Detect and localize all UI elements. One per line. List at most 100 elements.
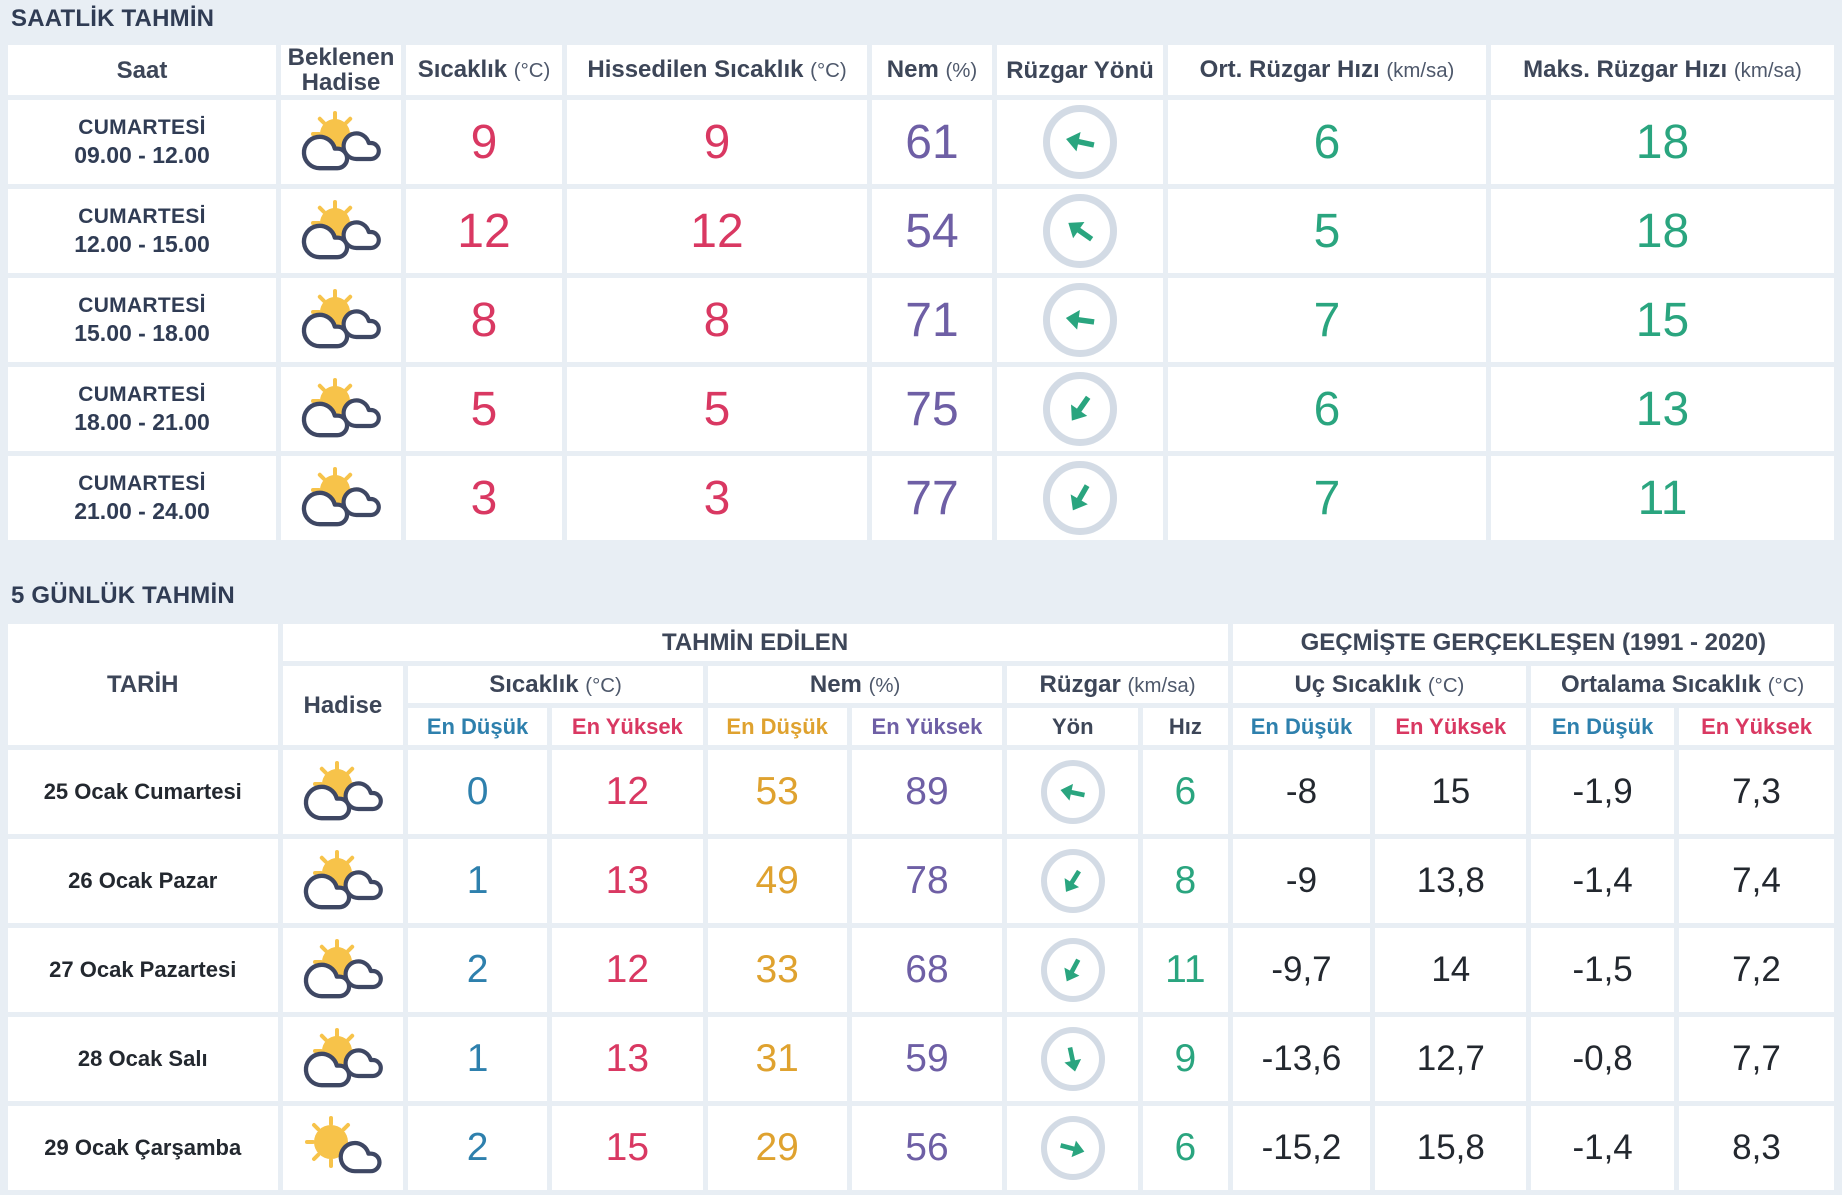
col-header-ruzgar-yonu: Rüzgar Yönü: [997, 45, 1163, 96]
daily-row: 28 Ocak Salı 1 13 31 59 9 -13,6 12,7 -0,…: [8, 1017, 1834, 1102]
humidity-max-cell: 68: [851, 928, 1003, 1013]
feels-like-cell: 3: [567, 456, 867, 541]
daily-row: 26 Ocak Pazar 1 13 49 78 8 -9 13,8 -1,4 …: [8, 839, 1834, 924]
temp-min-cell: 1: [408, 1017, 547, 1102]
hourly-row: CUMARTESİ 18.00 - 21.00 5 5 75 6 13: [8, 367, 1834, 452]
wind-direction-icon: [1040, 760, 1105, 825]
avg-wind-speed-cell: 6: [1168, 100, 1486, 185]
temperature-cell: 8: [406, 278, 562, 363]
temp-max-cell: 15: [551, 1106, 703, 1191]
condition-cell: [282, 928, 404, 1013]
feels-like-cell: 12: [567, 189, 867, 274]
day-label: CUMARTESİ: [78, 293, 206, 317]
wind-direction-cell: [997, 189, 1163, 274]
expected-condition-cell: [281, 367, 401, 452]
wind-direction-icon: [1040, 1027, 1105, 1092]
group-header-uc-sicaklik: Uç Sıcaklık (°C): [1232, 666, 1527, 704]
temp-max-cell: 13: [551, 1017, 703, 1102]
humidity-cell: 75: [872, 367, 992, 452]
humidity-max-cell: 78: [851, 839, 1003, 924]
extreme-min-cell: -13,6: [1232, 1017, 1371, 1102]
average-min-cell: -1,4: [1531, 839, 1675, 924]
date-cell: 28 Ocak Salı: [8, 1017, 278, 1102]
time-slot-cell: CUMARTESİ 12.00 - 15.00: [8, 189, 276, 274]
temp-max-cell: 12: [551, 928, 703, 1013]
date-cell: 29 Ocak Çarşamba: [8, 1106, 278, 1191]
temp-max-cell: 12: [551, 750, 703, 835]
condition-cell: [282, 839, 404, 924]
group-header-nem: Nem (%): [707, 666, 1003, 704]
wind-direction-cell: [997, 367, 1163, 452]
average-min-cell: -1,4: [1531, 1106, 1675, 1191]
hourly-forecast-table: Saat Beklenen Hadise Sıcaklık (°C) Hisse…: [3, 40, 1839, 545]
col-header-tarih: TARİH: [8, 624, 278, 746]
subcol-uc-en-dusuk: En Düşük: [1232, 708, 1371, 746]
humidity-max-cell: 56: [851, 1106, 1003, 1191]
subcol-ortalama-en-dusuk: En Düşük: [1531, 708, 1675, 746]
extreme-max-cell: 14: [1375, 928, 1527, 1013]
extreme-max-cell: 13,8: [1375, 839, 1527, 924]
temperature-cell: 9: [406, 100, 562, 185]
col-header-ort-ruzgar-hizi: Ort. Rüzgar Hızı (km/sa): [1168, 45, 1486, 96]
humidity-cell: 61: [872, 100, 992, 185]
extreme-min-cell: -15,2: [1232, 1106, 1371, 1191]
wind-direction-cell: [1007, 750, 1139, 835]
wind-direction-cell: [1007, 1017, 1139, 1102]
wind-direction-icon: [1040, 1116, 1105, 1181]
condition-cell: [282, 1106, 404, 1191]
hourly-table-body: CUMARTESİ 09.00 - 12.00 9 9 61 6 18 CUMA…: [8, 100, 1834, 541]
humidity-cell: 71: [872, 278, 992, 363]
weather-icon: [281, 110, 401, 174]
weather-icon: [281, 288, 401, 352]
weather-icon: [283, 1116, 404, 1180]
time-range: 09.00 - 12.00: [74, 141, 210, 168]
max-wind-speed-cell: 13: [1491, 367, 1834, 452]
feels-like-cell: 5: [567, 367, 867, 452]
time-slot-cell: CUMARTESİ 15.00 - 18.00: [8, 278, 276, 363]
daily-header-row-groups: TARİH TAHMİN EDİLEN GEÇMİŞTE GERÇEKLEŞEN…: [8, 624, 1834, 746]
average-max-cell: 8,3: [1679, 1106, 1834, 1191]
expected-condition-cell: [281, 189, 401, 274]
average-min-cell: -1,5: [1531, 928, 1675, 1013]
day-label: CUMARTESİ: [78, 115, 206, 139]
daily-table-body: 25 Ocak Cumartesi 0 12 53 89 6 -8 15 -1,…: [8, 750, 1834, 1191]
wind-direction-icon: [1043, 461, 1117, 536]
extreme-min-cell: -9,7: [1232, 928, 1371, 1013]
average-max-cell: 7,4: [1679, 839, 1834, 924]
humidity-min-cell: 53: [707, 750, 847, 835]
temperature-cell: 12: [406, 189, 562, 274]
col-header-saat: Saat: [8, 45, 276, 96]
temp-min-cell: 1: [408, 839, 547, 924]
extreme-min-cell: -9: [1232, 839, 1371, 924]
temp-min-cell: 0: [408, 750, 547, 835]
daily-section-title: 5 GÜNLÜK TAHMİN: [11, 582, 235, 610]
wind-direction-cell: [997, 278, 1163, 363]
daily-header-row-subcolumns: En Düşük En Yüksek En Düşük En Yüksek Yö…: [8, 708, 1834, 746]
subcol-ruzgar-yon: Yön: [1007, 708, 1139, 746]
temperature-cell: 3: [406, 456, 562, 541]
weather-icon: [283, 849, 404, 913]
avg-wind-speed-cell: 7: [1168, 456, 1486, 541]
humidity-max-cell: 59: [851, 1017, 1003, 1102]
day-label: CUMARTESİ: [78, 382, 206, 406]
extreme-max-cell: 15: [1375, 750, 1527, 835]
wind-direction-icon: [1040, 938, 1105, 1003]
subcol-ortalama-en-yuksek: En Yüksek: [1679, 708, 1834, 746]
time-range: 15.00 - 18.00: [74, 319, 210, 346]
temperature-cell: 5: [406, 367, 562, 452]
daily-row: 29 Ocak Çarşamba 2 15 29 56 6 -15,2 15,8…: [8, 1106, 1834, 1191]
subcol-nem-en-yuksek: En Yüksek: [851, 708, 1003, 746]
wind-direction-cell: [1007, 839, 1139, 924]
wind-direction-cell: [1007, 928, 1139, 1013]
extreme-min-cell: -8: [1232, 750, 1371, 835]
avg-wind-speed-cell: 5: [1168, 189, 1486, 274]
date-cell: 25 Ocak Cumartesi: [8, 750, 278, 835]
wind-direction-cell: [997, 456, 1163, 541]
hourly-forecast-section: SAATLİK TAHMİN Saat Beklenen Hadise Sıca…: [3, 6, 1839, 545]
group-header-gecmiste-gerceklesen: GEÇMİŞTE GERÇEKLEŞEN (1991 - 2020): [1232, 624, 1834, 662]
wind-speed-cell: 8: [1143, 839, 1228, 924]
extreme-max-cell: 12,7: [1375, 1017, 1527, 1102]
temp-max-cell: 13: [551, 839, 703, 924]
condition-cell: [282, 750, 404, 835]
